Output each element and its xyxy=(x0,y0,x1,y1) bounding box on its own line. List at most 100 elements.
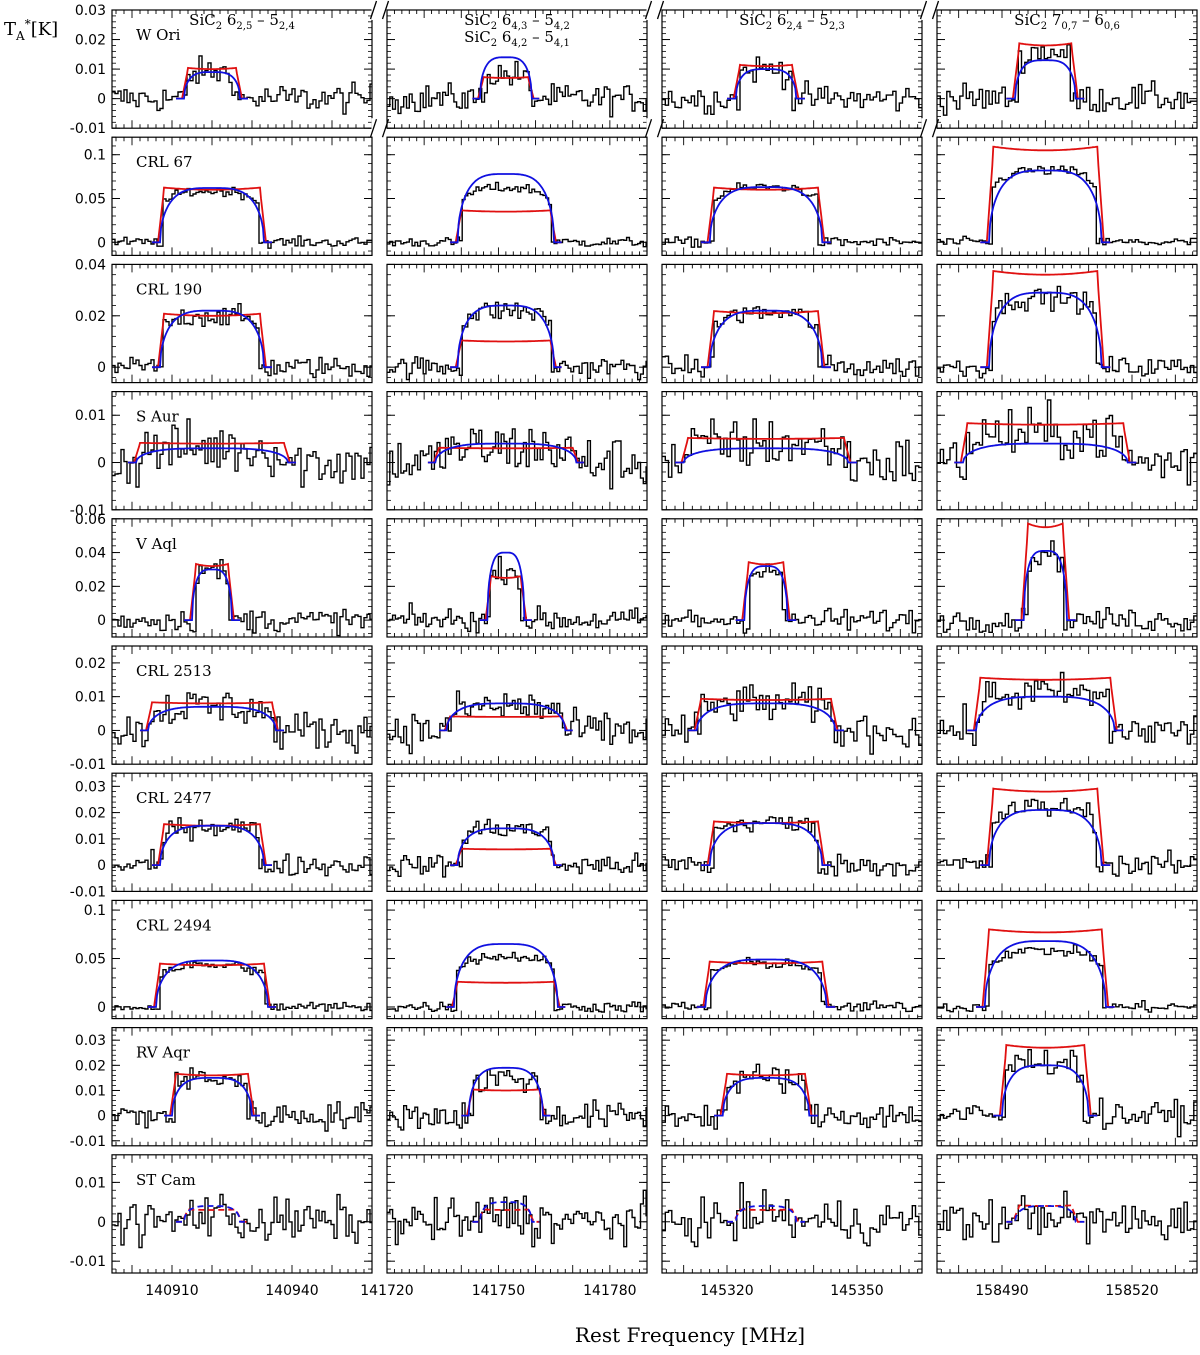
model-red-curve xyxy=(701,310,831,369)
panel-r8-c1 xyxy=(386,1026,648,1147)
panel-r8-c0: RV Aqr xyxy=(111,1026,373,1147)
panel-r6-c2 xyxy=(661,772,923,893)
model-red-curve xyxy=(152,823,272,866)
panel-r4-c3 xyxy=(936,518,1198,638)
observed-spectrum xyxy=(662,182,922,248)
panel-frame xyxy=(661,518,923,638)
panel-frame xyxy=(661,1026,923,1147)
y-tick-label: -0.01 xyxy=(70,884,106,900)
observed-spectrum xyxy=(662,1182,922,1248)
panel-r5-c2 xyxy=(661,645,923,765)
model-red-curve xyxy=(446,980,566,1008)
model-red-curve xyxy=(688,697,844,732)
axis-break-mark xyxy=(656,0,665,20)
panel-plot xyxy=(387,56,647,118)
panel-r9-c2: 145320 145350 xyxy=(661,1154,923,1299)
y-tick-label: 0.02 xyxy=(75,656,106,672)
panel-frame xyxy=(111,518,373,638)
y-tick-label: 0.01 xyxy=(75,62,106,78)
observed-spectrum xyxy=(937,1049,1197,1138)
model-blue-curve xyxy=(152,824,272,866)
model-red-curve xyxy=(450,339,562,369)
y-tick-label: 0 xyxy=(97,1109,106,1125)
model-blue-curve xyxy=(128,447,296,464)
source-label: S Aur xyxy=(136,408,180,426)
panel-frame xyxy=(386,391,648,511)
model-blue-curve xyxy=(735,565,797,621)
observed-spectrum xyxy=(112,692,372,754)
y-tick-label: 0.04 xyxy=(75,257,106,273)
model-red-curve xyxy=(176,1208,248,1223)
panel-frame xyxy=(936,391,1198,511)
panel-frame xyxy=(661,391,923,511)
model-red-curve xyxy=(152,312,272,369)
panel-plot xyxy=(662,182,922,248)
model-blue-curve xyxy=(727,68,805,100)
model-red-curve xyxy=(148,962,276,1008)
panel-r5-c3 xyxy=(936,645,1198,765)
model-blue-curve xyxy=(980,169,1111,244)
panel-frame xyxy=(111,645,373,765)
observed-spectrum xyxy=(937,44,1197,116)
panel-frame xyxy=(386,645,648,765)
panel-plot xyxy=(662,418,922,482)
model-red-curve xyxy=(439,715,573,732)
model-blue-curve xyxy=(472,1201,540,1223)
source-label: CRL 2477 xyxy=(136,789,212,807)
panel-frame xyxy=(111,1026,373,1147)
observed-spectrum xyxy=(662,1063,922,1130)
y-tick-label: 0.01 xyxy=(75,1175,106,1191)
y-tick-label: 0.06 xyxy=(75,512,106,528)
x-tick-label: 145350 xyxy=(830,1283,883,1299)
y-tick-label: 0.02 xyxy=(75,806,106,822)
y-tick-label: 0.1 xyxy=(84,903,106,919)
observed-spectrum xyxy=(662,956,922,1013)
panel-frame xyxy=(386,263,648,384)
transition-title: SiC2 64,2 – 54,1 xyxy=(464,28,570,49)
panel-frame xyxy=(111,772,373,893)
model-blue-curve xyxy=(675,447,857,464)
figure-labels: TA*[K] Rest Frequency [MHz] xyxy=(4,17,805,1347)
panel-plot xyxy=(387,818,647,878)
observed-spectrum xyxy=(387,555,647,634)
panel-plot xyxy=(662,1182,922,1248)
panel-plot xyxy=(937,1190,1197,1245)
panel-plot xyxy=(387,1189,647,1248)
x-tick-label: 141720 xyxy=(360,1283,413,1299)
panel-r2-c1 xyxy=(386,263,648,384)
y-tick-label: 0.02 xyxy=(75,1058,106,1074)
y-tick-label: -0.01 xyxy=(70,121,106,137)
panel-r1-c3 xyxy=(936,136,1198,256)
panel-r7-c1 xyxy=(386,899,648,1020)
observed-spectrum xyxy=(387,690,647,755)
model-blue-curve xyxy=(1006,1205,1085,1223)
transition-title: SiC2 64,3 – 54,2 xyxy=(464,11,570,32)
source-label: CRL 67 xyxy=(136,153,193,171)
panel-frame xyxy=(386,772,648,893)
panel-plot xyxy=(937,522,1197,633)
model-blue-curve xyxy=(446,943,566,1008)
model-blue-curve xyxy=(701,309,831,369)
panel-frame xyxy=(936,645,1198,765)
y-tick-label: 0.05 xyxy=(75,191,106,207)
observed-spectrum xyxy=(662,682,922,755)
axis-break-mark xyxy=(369,0,378,20)
model-red-curve xyxy=(184,562,240,621)
panel-r8-c3 xyxy=(936,1026,1198,1147)
panel-plot xyxy=(662,306,922,378)
row-crl-2494: 0 0.05 0.1 CRL 2494 xyxy=(75,899,1198,1020)
observed-spectrum xyxy=(937,797,1197,877)
model-red-curve xyxy=(450,209,562,244)
transition-title: SiC2 70,7 – 60,6 xyxy=(1014,11,1120,32)
axis-break-mark xyxy=(644,0,653,20)
panel-r9-c0: ST Cam 140910 140940 xyxy=(111,1154,373,1299)
model-blue-curve xyxy=(980,291,1111,369)
panel-r7-c2 xyxy=(661,899,923,1020)
model-blue-curve xyxy=(152,309,272,369)
x-tick-label: 140910 xyxy=(145,1283,198,1299)
model-red-curve xyxy=(701,186,831,244)
model-red-curve xyxy=(152,186,272,244)
row-st-cam: -0.01 0 0.01 ST Cam 140910 140940 141720 141750… xyxy=(70,1154,1198,1299)
observed-spectrum xyxy=(112,817,372,877)
panel-frame xyxy=(111,899,373,1020)
